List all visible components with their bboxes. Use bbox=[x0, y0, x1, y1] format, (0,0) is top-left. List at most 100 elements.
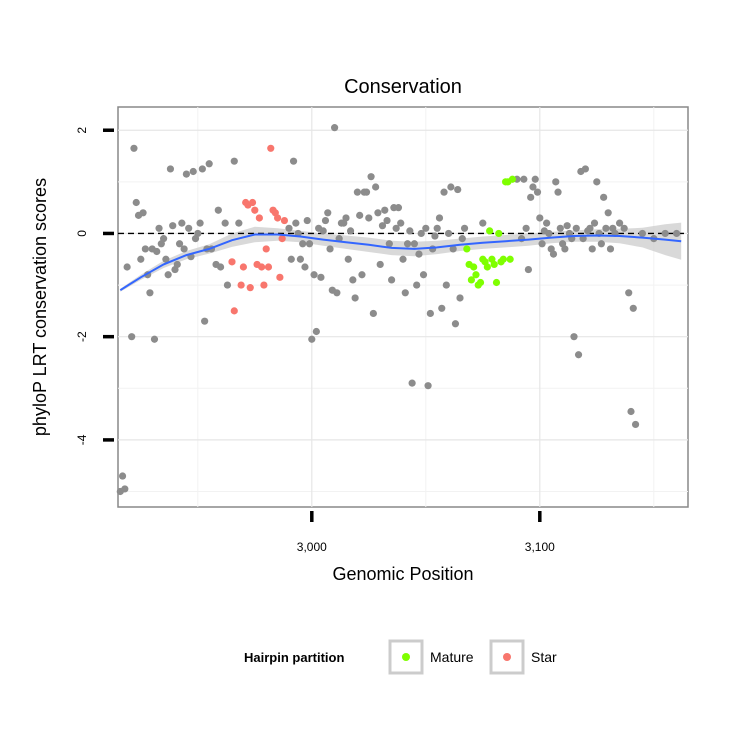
data-point bbox=[415, 250, 423, 258]
data-point bbox=[289, 157, 298, 165]
data-point bbox=[351, 294, 359, 302]
data-point bbox=[299, 240, 307, 248]
y-tick-label: 0 bbox=[75, 230, 89, 237]
smooth-confidence-band bbox=[120, 222, 682, 292]
legend-dot-star bbox=[503, 653, 511, 661]
data-point bbox=[333, 289, 341, 297]
data-point bbox=[342, 214, 350, 222]
data-point bbox=[616, 219, 624, 227]
data-point-star bbox=[280, 216, 289, 225]
data-point-mature bbox=[499, 255, 507, 263]
data-point bbox=[296, 255, 304, 263]
data-point-star bbox=[274, 214, 282, 222]
data-point bbox=[447, 183, 455, 191]
data-point bbox=[173, 260, 181, 269]
data-point bbox=[625, 289, 633, 297]
data-point bbox=[426, 309, 434, 318]
data-point bbox=[205, 160, 213, 168]
data-point bbox=[146, 289, 154, 297]
data-point-mature bbox=[472, 271, 480, 279]
data-point bbox=[285, 224, 293, 232]
data-point-star bbox=[255, 214, 263, 222]
legend-key-star bbox=[489, 639, 525, 675]
data-point bbox=[223, 281, 232, 289]
data-point bbox=[590, 219, 599, 227]
data-point-mature bbox=[470, 263, 478, 271]
legend-key-mature bbox=[388, 639, 424, 675]
data-point bbox=[554, 188, 562, 196]
data-point bbox=[180, 245, 188, 253]
y-tick-label: -4 bbox=[75, 434, 89, 445]
data-point bbox=[424, 382, 432, 390]
data-point bbox=[372, 183, 380, 191]
data-point bbox=[164, 271, 172, 279]
data-point bbox=[175, 240, 184, 248]
data-point-mature bbox=[467, 276, 475, 284]
data-point bbox=[178, 219, 186, 227]
data-point bbox=[431, 232, 439, 240]
data-point bbox=[182, 170, 190, 178]
data-point bbox=[442, 281, 450, 289]
data-point bbox=[638, 229, 647, 238]
data-point-star bbox=[239, 263, 247, 271]
data-point bbox=[221, 219, 229, 227]
data-point bbox=[456, 294, 464, 302]
data-point bbox=[458, 235, 466, 243]
data-point bbox=[449, 245, 457, 253]
smooth-trend-line bbox=[119, 233, 682, 292]
data-point-star bbox=[276, 273, 284, 281]
data-point-mature bbox=[476, 278, 485, 287]
data-point bbox=[312, 327, 320, 336]
data-point bbox=[331, 124, 339, 132]
data-point-mature bbox=[492, 278, 501, 287]
data-point bbox=[454, 185, 462, 194]
data-point bbox=[524, 265, 533, 274]
data-point bbox=[374, 209, 382, 217]
data-point bbox=[121, 485, 129, 493]
data-point bbox=[673, 229, 681, 238]
legend-entry-star: Star bbox=[489, 639, 557, 675]
data-point bbox=[367, 173, 375, 181]
data-point bbox=[552, 178, 560, 186]
data-point bbox=[141, 245, 149, 253]
data-point-star bbox=[228, 258, 236, 266]
data-point bbox=[118, 472, 127, 480]
data-point-star bbox=[278, 235, 286, 243]
data-point bbox=[128, 333, 136, 341]
confidence-band bbox=[120, 222, 682, 292]
data-point bbox=[137, 255, 145, 263]
data-point bbox=[319, 227, 327, 235]
data-point bbox=[292, 219, 300, 227]
data-point bbox=[369, 309, 377, 318]
data-point bbox=[305, 240, 314, 248]
data-point bbox=[155, 224, 163, 232]
data-point bbox=[417, 229, 425, 238]
data-point bbox=[217, 263, 225, 271]
data-point bbox=[520, 175, 528, 183]
data-point bbox=[408, 379, 416, 387]
data-point bbox=[604, 209, 612, 217]
data-point bbox=[593, 178, 601, 186]
data-point bbox=[600, 193, 608, 201]
data-point bbox=[588, 245, 596, 253]
data-point bbox=[214, 206, 222, 214]
x-tick-label: 3,000 bbox=[297, 540, 327, 554]
data-point bbox=[130, 144, 138, 152]
data-point bbox=[344, 255, 352, 263]
data-point-mature bbox=[490, 260, 498, 269]
legend-label-star: Star bbox=[531, 649, 557, 665]
data-point-star bbox=[260, 281, 268, 289]
data-point bbox=[572, 224, 580, 232]
data-point-mature bbox=[463, 245, 471, 253]
y-axis-title: phyloP LRT conservation scores bbox=[30, 178, 50, 436]
data-point bbox=[451, 320, 460, 328]
data-points bbox=[116, 124, 681, 496]
data-point-star bbox=[246, 284, 254, 292]
data-point bbox=[403, 240, 412, 248]
data-point-mature bbox=[506, 255, 514, 263]
data-point bbox=[392, 224, 400, 232]
data-point bbox=[381, 206, 389, 214]
data-point bbox=[435, 214, 444, 222]
data-point bbox=[399, 255, 407, 263]
